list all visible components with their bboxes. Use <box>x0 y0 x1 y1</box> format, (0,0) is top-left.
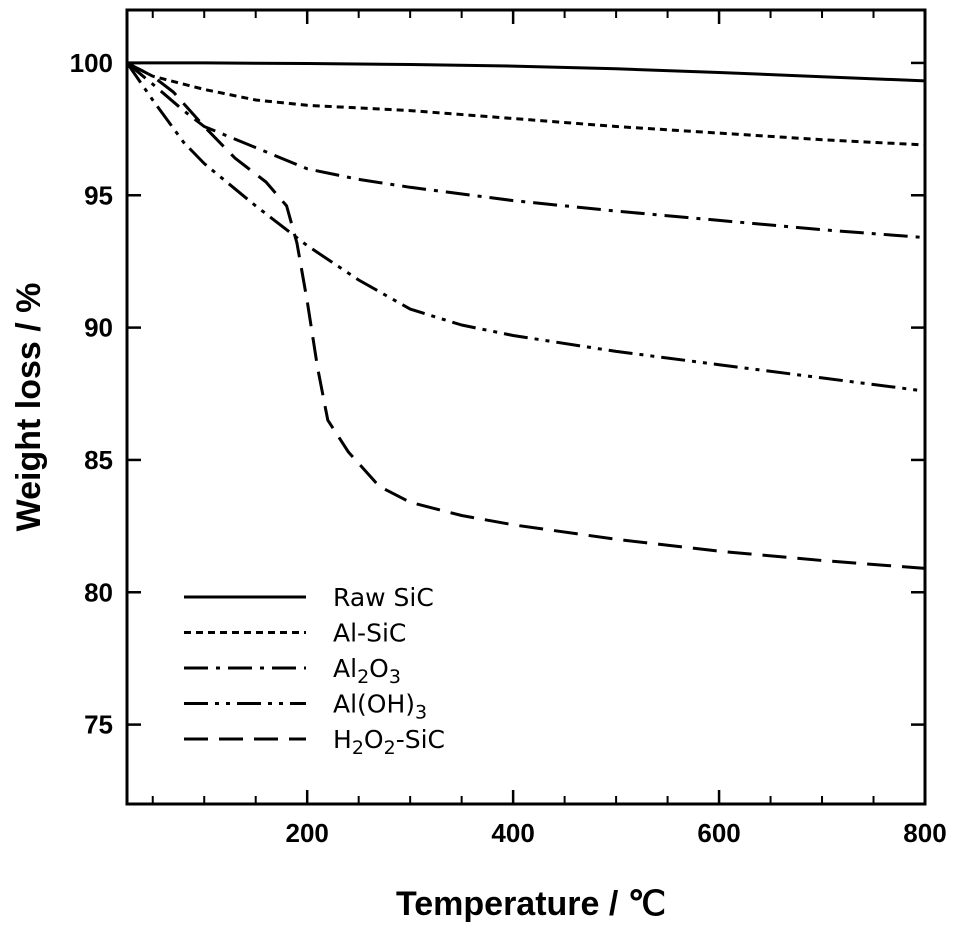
y-tick-label: 75 <box>84 710 113 740</box>
axis-ticks <box>127 10 927 804</box>
y-tick-label: 85 <box>84 445 113 475</box>
legend-label: H2O2-SiC <box>333 725 445 759</box>
legend-label: Raw SiC <box>333 583 434 612</box>
series-line <box>127 61 926 83</box>
series-line <box>126 61 926 240</box>
plot-frame <box>125 8 927 806</box>
series-line <box>126 61 926 147</box>
x-tick-label: 800 <box>903 818 946 848</box>
series-lines <box>125 61 926 570</box>
x-tick-label: 400 <box>491 818 534 848</box>
x-tick-label: 200 <box>285 818 328 848</box>
y-axis-title: Weight loss / % <box>10 283 48 532</box>
y-tick-label: 80 <box>84 577 113 607</box>
x-axis-title: Temperature / ℃ <box>396 885 666 923</box>
legend-label: Al2O3 <box>333 654 401 688</box>
legend-label: Al-SiC <box>333 619 406 648</box>
series-line <box>125 62 926 393</box>
y-tick-label: 90 <box>84 313 113 343</box>
y-tick-label: 95 <box>84 180 113 210</box>
series-line <box>126 61 926 570</box>
x-tick-label: 600 <box>697 818 740 848</box>
axis-tick-labels: 200 400 600 800 75 80 85 90 95 100 <box>70 48 947 848</box>
legend-label: Al(OH)3 <box>333 690 427 724</box>
y-tick-label: 100 <box>70 48 113 78</box>
